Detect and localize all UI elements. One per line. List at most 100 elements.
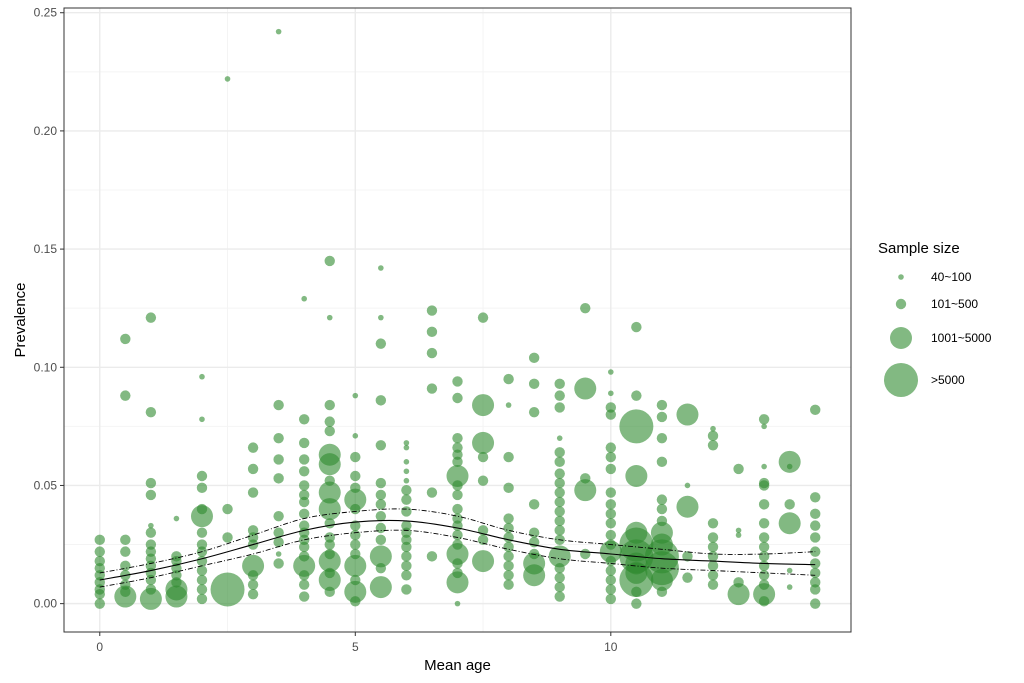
data-point [94,598,105,609]
data-point [605,584,617,595]
data-point [273,510,284,522]
data-point [426,347,438,359]
data-point [605,499,617,510]
data-point [350,529,361,541]
data-point [786,584,793,590]
legend-key [884,363,918,397]
data-point [503,482,514,494]
data-point [375,510,387,522]
data-point [222,532,233,543]
data-point [324,567,335,579]
data-point [554,447,565,458]
data-point [523,564,546,587]
data-point [401,494,412,505]
data-point [446,543,469,565]
data-point [344,488,367,511]
data-point [196,584,208,595]
y-tick-label: 0.25 [34,6,58,20]
data-point [605,508,617,520]
data-point [548,545,571,568]
panel-border [63,7,852,633]
data-point [401,551,412,562]
data-point [625,561,648,584]
data-point [554,477,565,489]
y-tick-label: 0.15 [34,242,58,256]
data-point [120,586,131,598]
y-tick-label: 0.00 [34,597,58,611]
legend-key [890,327,912,349]
data-point [326,314,333,321]
data-point [401,584,412,595]
data-point [298,466,310,477]
data-point [682,572,693,583]
data-point [707,560,719,572]
data-point [554,572,565,583]
data-point [735,527,742,534]
x-tick-label: 10 [604,640,618,654]
x-tick-label: 5 [352,640,359,654]
data-point [733,577,744,588]
data-point [298,551,310,562]
data-point [707,570,719,581]
data-point [350,520,361,531]
data-point [810,508,821,520]
data-point [401,484,412,496]
data-point [426,551,438,562]
x-tick-label: 0 [96,640,103,654]
data-point [605,555,617,567]
data-point [528,378,540,390]
data-point [378,265,384,271]
data-point [758,518,770,529]
data-point [733,463,744,475]
data-point [605,487,617,498]
data-point [369,545,392,568]
data-point [318,569,341,591]
data-point [528,406,540,418]
data-point [554,487,565,498]
data-point [352,433,359,439]
data-point [350,539,361,550]
data-point [452,392,463,404]
data-point [275,551,282,557]
data-point [758,560,770,572]
data-point [298,496,310,508]
data-point [650,569,673,591]
data-point [318,550,341,573]
data-point [324,539,335,550]
data-point [472,431,495,454]
data-point [452,567,463,579]
data-point [761,463,767,470]
data-point [145,574,157,586]
lower-ci-curve [99,529,816,588]
fit-curves [99,508,816,588]
data-point [477,312,489,323]
data-point [784,499,795,510]
data-point [656,456,668,468]
data-point [472,550,495,573]
data-point [375,534,387,546]
data-point [242,554,265,577]
data-point [656,432,668,444]
data-point [554,402,565,413]
data-point [298,454,310,465]
data-point [196,503,208,515]
data-point [298,437,310,449]
data-point [324,586,335,598]
data-point [452,539,463,550]
data-point [324,416,335,427]
data-point [810,492,821,503]
data-point [318,453,341,476]
data-point [625,465,648,487]
data-point [605,518,617,529]
data-point [196,482,208,494]
data-point [605,463,617,475]
data-point [401,570,412,581]
data-point [324,425,335,437]
data-point [426,383,438,394]
data-point [224,76,231,82]
data-point [753,583,776,606]
data-point [139,587,162,610]
data-point [222,503,233,515]
data-point [403,444,410,451]
data-point [503,541,514,553]
